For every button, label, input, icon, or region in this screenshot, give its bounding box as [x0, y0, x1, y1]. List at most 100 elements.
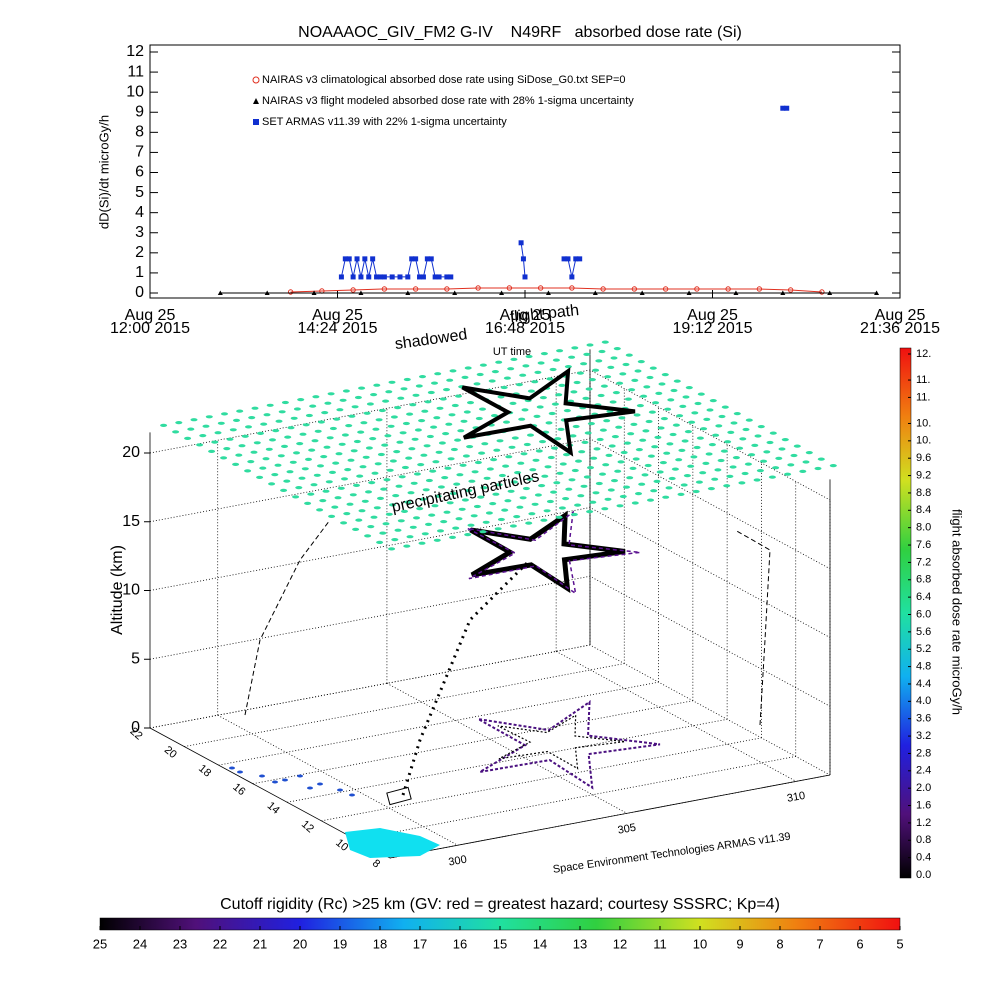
particle — [817, 457, 825, 461]
particle — [382, 522, 390, 526]
particle — [455, 394, 462, 398]
marker — [417, 274, 423, 280]
y-tick-label: 9 — [135, 103, 144, 120]
particle — [446, 501, 454, 505]
particle — [676, 414, 684, 418]
particle — [382, 399, 390, 403]
marker — [499, 290, 505, 295]
particle — [619, 494, 627, 499]
particle — [488, 379, 496, 383]
particle — [497, 517, 505, 522]
z-tick-label: 20 — [122, 444, 140, 461]
particle — [558, 506, 566, 510]
particle — [328, 514, 336, 519]
marker — [287, 289, 294, 295]
particle — [526, 477, 534, 481]
particle — [658, 382, 666, 386]
particle — [308, 448, 316, 452]
particle — [657, 426, 665, 430]
particle — [635, 492, 642, 496]
particle — [563, 453, 570, 457]
particle — [540, 518, 548, 522]
particle — [564, 365, 572, 369]
particle — [595, 359, 603, 363]
particle — [444, 466, 452, 470]
particle — [681, 439, 689, 443]
particle — [551, 402, 559, 406]
particle — [257, 431, 264, 435]
particle — [377, 496, 384, 500]
particle — [434, 494, 442, 498]
lat-grid-line — [149, 644, 591, 729]
colorbar-tick-label: 7 — [816, 936, 823, 951]
particle — [496, 439, 504, 443]
particle — [589, 500, 597, 504]
particle — [244, 469, 252, 473]
particle — [586, 510, 594, 514]
particle — [569, 434, 577, 438]
particle — [493, 448, 501, 452]
particle — [376, 540, 384, 545]
particle — [388, 380, 396, 384]
particle — [491, 370, 499, 374]
particle — [457, 429, 465, 433]
particle — [745, 418, 753, 422]
colorbar-tick-label: 25 — [93, 936, 107, 951]
particle — [708, 443, 716, 447]
colorbar-tick-label: 1.6 — [916, 799, 931, 811]
particle — [793, 444, 801, 448]
particle — [596, 437, 604, 442]
marker — [432, 274, 438, 280]
particle — [627, 432, 635, 436]
particle — [652, 401, 660, 405]
particle — [682, 395, 690, 399]
particle — [711, 477, 719, 481]
particle — [313, 473, 321, 477]
particle — [695, 480, 703, 484]
particle — [410, 481, 418, 485]
particle — [465, 489, 473, 493]
particle — [373, 383, 381, 387]
particle — [333, 417, 341, 421]
particle — [617, 460, 625, 464]
marker — [631, 286, 638, 292]
particle — [519, 373, 527, 377]
particle — [403, 377, 411, 382]
particle — [247, 460, 255, 464]
particle — [485, 511, 493, 515]
particle — [814, 466, 822, 471]
colorbar-tick-label: 6 — [856, 936, 863, 951]
particle — [309, 404, 317, 408]
particle — [634, 369, 642, 373]
y-tick-label: 10 — [126, 83, 144, 100]
particle — [284, 435, 292, 439]
particle — [358, 386, 366, 390]
particle — [269, 438, 276, 442]
particle — [595, 481, 603, 486]
particle — [370, 393, 378, 397]
particle — [625, 353, 633, 357]
particle — [271, 473, 279, 477]
marker — [358, 290, 364, 295]
particle — [277, 454, 285, 458]
particle — [694, 401, 702, 406]
particle — [799, 469, 807, 473]
particle — [535, 449, 543, 453]
particle — [495, 360, 503, 364]
marker — [518, 240, 524, 246]
particle — [437, 485, 445, 489]
particle — [756, 469, 764, 473]
particle — [590, 456, 598, 460]
particle — [343, 511, 351, 516]
particle — [744, 462, 752, 466]
particle — [357, 430, 365, 434]
frame-edge — [389, 774, 831, 859]
particle — [516, 505, 524, 509]
colorbar-tick-label: 11. — [916, 391, 930, 403]
particle — [630, 422, 638, 426]
marker — [733, 290, 739, 295]
particle — [394, 528, 402, 532]
marker — [428, 256, 434, 262]
particle — [680, 483, 688, 487]
x-tick-label: Aug 25 12:00 2015 — [110, 307, 190, 337]
